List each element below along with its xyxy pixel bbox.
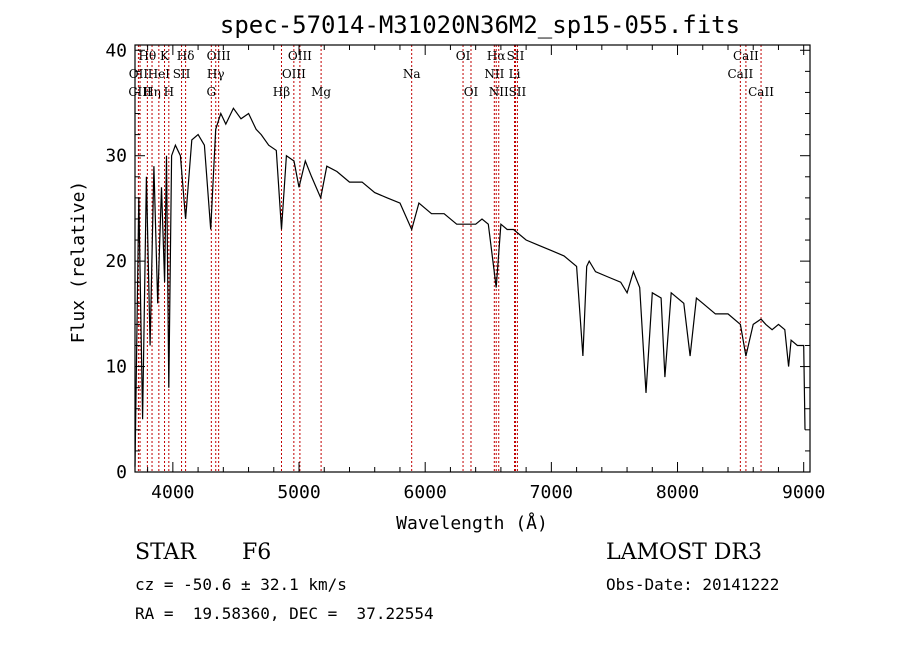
spectrum-series-line — [134, 107, 806, 467]
spectral-line-label: OI — [456, 49, 471, 63]
spectral-line-label: SII — [509, 85, 527, 99]
object-subclass: F6 — [242, 540, 272, 565]
spectral-line-label: CaII — [733, 49, 759, 63]
spectral-line-label: CIII — [128, 85, 152, 99]
y-tick-label: 20 — [105, 251, 127, 272]
survey-label: LAMOST DR3 — [606, 540, 762, 565]
spectral-line-label: OII — [129, 67, 149, 81]
spectral-line-label: SII — [507, 49, 525, 63]
redshift-text: cz = -50.6 ± 32.1 km/s — [135, 575, 347, 594]
spectral-line-label: CaII — [727, 67, 753, 81]
axis-ticks: 4000 5000 6000 7000 8000 9000 0 10 20 30 40 — [105, 40, 825, 503]
y-tick-label: 30 — [105, 146, 127, 167]
spectral-line-label: OI — [464, 85, 479, 99]
spectral-line-label: Hδ — [177, 49, 195, 63]
object-class: STAR — [135, 540, 196, 565]
x-tick-label: 9000 — [782, 482, 825, 503]
spectral-line-label: CaII — [748, 85, 774, 99]
spectral-line-label: Hα — [487, 49, 506, 63]
y-tick-label: 40 — [105, 40, 127, 61]
x-tick-label: 8000 — [656, 482, 699, 503]
spectral-line-label: OIII — [282, 67, 306, 81]
spectral-line-label: Na — [403, 67, 421, 81]
spectral-line-label: Hβ — [273, 85, 290, 99]
spectral-line-label: G — [207, 85, 217, 99]
x-axis-label: Wavelength (Å) — [396, 512, 548, 534]
y-tick-label: 0 — [116, 462, 127, 483]
x-tick-label: 6000 — [404, 482, 447, 503]
obs-date-text: Obs-Date: 20141222 — [606, 575, 780, 594]
spectral-line-label: Li — [509, 67, 521, 81]
spectral-line-label: NII — [489, 85, 509, 99]
spectral-line-label: NII — [484, 67, 504, 81]
spectral-line-label: H — [164, 85, 174, 99]
chart-title: spec-57014-M31020N36M2_sp15-055.fits — [220, 11, 740, 39]
x-tick-label: 5000 — [277, 482, 320, 503]
spectral-line-label: K — [160, 49, 170, 63]
x-tick-label: 4000 — [151, 482, 194, 503]
spectral-line-label: OIII — [207, 49, 231, 63]
spectral-line-label: Hθ — [139, 49, 157, 63]
spectral-line-label: HeI — [148, 67, 171, 81]
spectral-line-label: Hγ — [207, 67, 225, 81]
spectral-line-label: Mg — [311, 85, 331, 99]
spectral-line-label: OIII — [288, 49, 312, 63]
y-axis-label: Flux (relative) — [68, 181, 89, 344]
spectral-line-label: SII — [173, 67, 191, 81]
x-tick-label: 7000 — [530, 482, 573, 503]
y-tick-label: 10 — [105, 357, 127, 378]
plot-frame — [134, 44, 811, 473]
spectral-line-label: Hη — [143, 85, 161, 99]
coordinates-text: RA = 19.58360, DEC = 37.22554 — [135, 604, 434, 623]
